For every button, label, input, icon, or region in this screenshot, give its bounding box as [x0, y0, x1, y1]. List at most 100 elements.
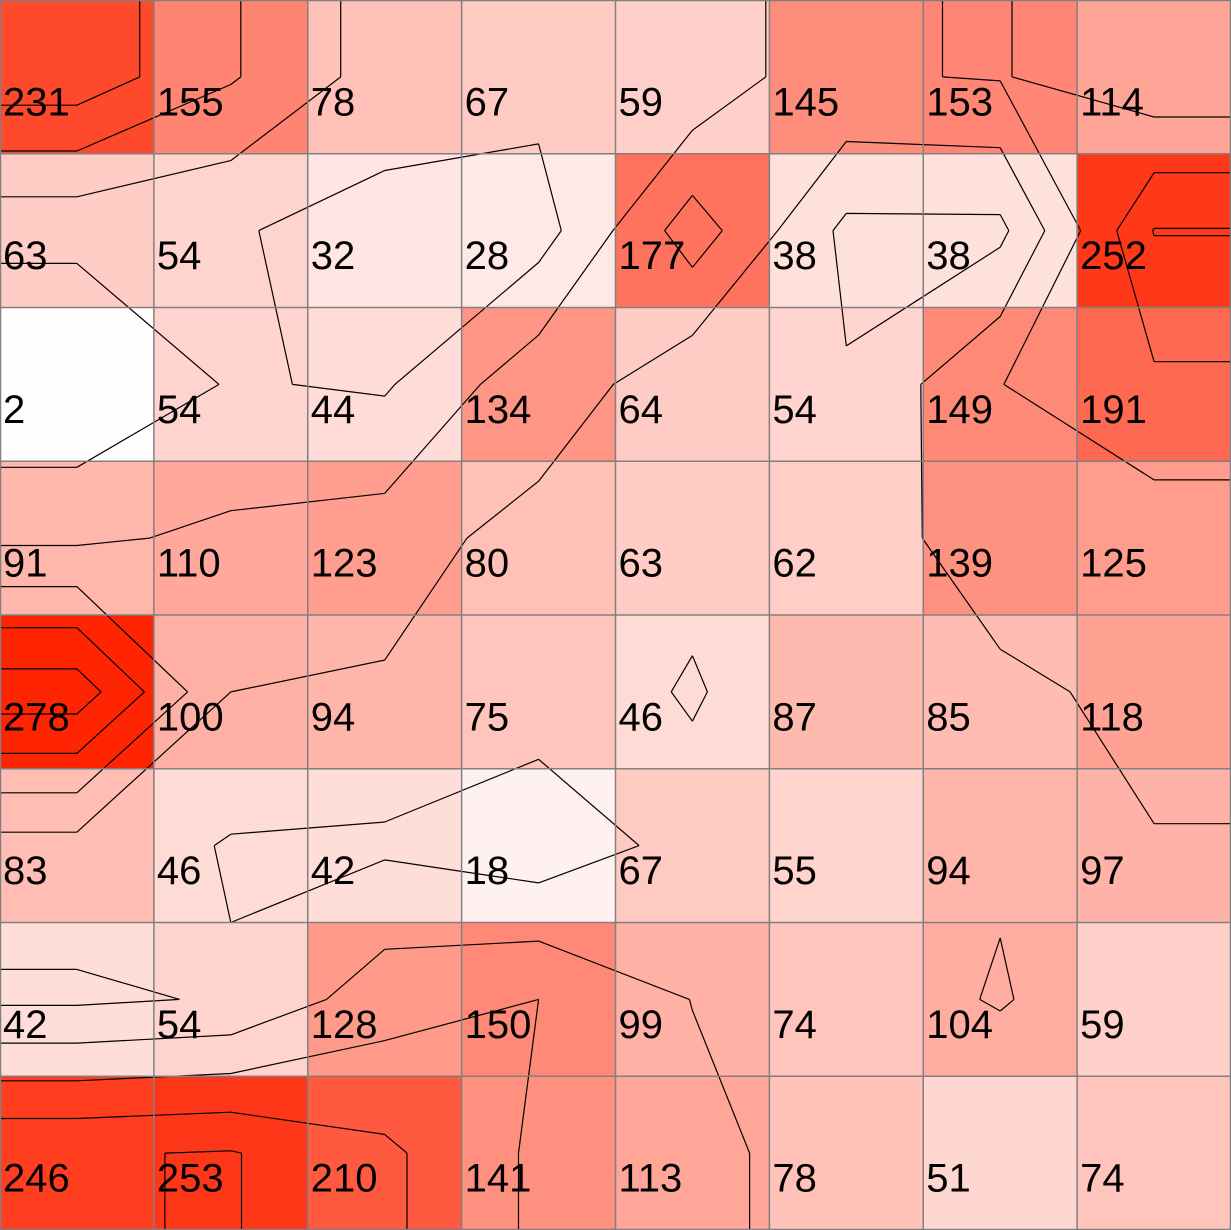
cell-value-label: 155: [157, 80, 224, 124]
heatmap-cell-r7-c3: [461, 1076, 616, 1230]
heatmap-cell-r2-c3: [461, 307, 616, 462]
cell-value-label: 153: [926, 80, 993, 124]
cell-value-label: 74: [1080, 1157, 1125, 1201]
heatmap-cell-r6-c7: [1077, 922, 1231, 1077]
heatmap-cell-r3-c7: [1077, 461, 1231, 615]
cell-value-label: 18: [465, 849, 510, 893]
cell-value-label: 94: [311, 695, 356, 739]
cell-value-label: 44: [311, 388, 356, 432]
contour-line-250: [0, 227, 1231, 1230]
heatmap-cell-r7-c2: [307, 1076, 462, 1230]
heatmap-cell-r1-c3: [461, 153, 616, 308]
cell-value-label: 51: [926, 1157, 971, 1201]
cell-value-label: 64: [619, 388, 664, 432]
cell-value-label: 46: [619, 695, 664, 739]
cell-value-label: 114: [1080, 80, 1144, 124]
cell-value-label: 78: [311, 80, 356, 124]
heatmap-cell-r4-c0: [0, 615, 154, 769]
cell-value-label: 123: [311, 542, 378, 586]
cell-value-label: 125: [1080, 542, 1147, 586]
heatmap-cell-r6-c0: [0, 922, 154, 1077]
cell-value-label: 80: [465, 542, 510, 586]
heatmap-cell-r4-c5: [769, 615, 924, 769]
heatmap-cell-r5-c2: [307, 768, 462, 923]
heatmap-cell-r0-c7: [1077, 0, 1231, 154]
cell-value-label: 210: [311, 1157, 378, 1201]
cell-value-label: 113: [619, 1157, 683, 1201]
cell-value-label: 62: [772, 542, 817, 586]
cell-value-label: 110: [157, 542, 221, 586]
cell-value-label: 177: [619, 234, 686, 278]
cell-value-label: 28: [465, 234, 510, 278]
cell-value-label: 54: [157, 388, 202, 432]
heatmap-cell-r6-c1: [153, 922, 308, 1077]
cell-value-label: 97: [1080, 849, 1125, 893]
heatmap-cell-r2-c0: [0, 307, 154, 462]
cell-value-label: 104: [926, 1003, 993, 1047]
heatmap-cell-r3-c3: [461, 461, 616, 615]
heatmap-cell-r1-c6: [923, 153, 1078, 308]
cell-value-label: 128: [311, 1003, 378, 1047]
heatmap-cell-r3-c0: [0, 461, 154, 615]
cell-value-label: 253: [157, 1157, 224, 1201]
cell-value-label: 54: [772, 388, 817, 432]
cell-value-label: 150: [465, 1003, 532, 1047]
heatmap-cell-r4-c3: [461, 615, 616, 769]
cell-value-label: 145: [772, 80, 839, 124]
cell-value-label: 38: [772, 234, 817, 278]
heatmap-cell-r6-c6: [923, 922, 1078, 1077]
heatmap-cell-r2-c2: [307, 307, 462, 462]
heatmap-cell-r1-c0: [0, 153, 154, 308]
cell-value-label: 118: [1080, 695, 1144, 739]
cell-value-label: 278: [3, 695, 70, 739]
cell-value-label: 83: [3, 849, 48, 893]
heatmap-cell-r5-c7: [1077, 768, 1231, 923]
heatmap-cell-r7-c6: [923, 1076, 1078, 1230]
heatmap-cell-r4-c2: [307, 615, 462, 769]
heatmap-cell-r5-c4: [615, 768, 770, 923]
heatmap-cell-r7-c0: [0, 1076, 154, 1230]
heatmap-cell-r4-c4: [615, 615, 770, 769]
heatmap-cell-r0-c1: [153, 0, 308, 154]
heatmap-cell-r7-c5: [769, 1076, 924, 1230]
cell-value-label: 100: [157, 695, 224, 739]
heatmap-cell-r3-c6: [923, 461, 1078, 615]
cell-value-label: 67: [465, 80, 510, 124]
cell-value-label: 55: [772, 849, 817, 893]
cell-value-label: 91: [3, 542, 48, 586]
cell-value-label: 231: [3, 80, 70, 124]
cell-value-label: 94: [926, 849, 971, 893]
heatmap-cell-r1-c7: [1077, 153, 1231, 308]
cell-value-label: 141: [465, 1157, 532, 1201]
cell-value-label: 46: [157, 849, 202, 893]
heatmap-cell-r5-c1: [153, 768, 308, 923]
cell-value-label: 54: [157, 234, 202, 278]
cell-value-label: 42: [3, 1003, 48, 1047]
heatmap-cell-r1-c5: [769, 153, 924, 308]
cell-value-label: 74: [772, 1003, 817, 1047]
cell-value-label: 78: [772, 1157, 817, 1201]
cell-value-label: 59: [619, 80, 664, 124]
cell-value-label: 139: [926, 542, 993, 586]
cell-value-label: 191: [1080, 388, 1147, 432]
heatmap-cell-r0-c5: [769, 0, 924, 154]
cell-value-label: 63: [3, 234, 48, 278]
heatmap-cell-r3-c5: [769, 461, 924, 615]
cell-labels: 231 155 78 67 59 145 153 114 63 54 32 28 177 38 38 252 2…: [3, 80, 1147, 1200]
cell-value-label: 149: [926, 388, 993, 432]
heatmap-cell-r5-c3: [461, 768, 616, 923]
heatmap-cell-r1-c4: [615, 153, 770, 308]
heatmap-cell-r2-c1: [153, 307, 308, 462]
heatmap-cell-r4-c7: [1077, 615, 1231, 769]
cell-value-label: 42: [311, 849, 356, 893]
cell-value-label: 85: [926, 695, 971, 739]
heatmap-cell-r2-c7: [1077, 307, 1231, 462]
cell-value-label: 246: [3, 1157, 70, 1201]
cell-value-label: 59: [1080, 1003, 1125, 1047]
heatmap-cell-r6-c5: [769, 922, 924, 1077]
heatmap-cell-r5-c5: [769, 768, 924, 923]
cell-value-label: 75: [465, 695, 510, 739]
cell-value-label: 252: [1080, 234, 1147, 278]
